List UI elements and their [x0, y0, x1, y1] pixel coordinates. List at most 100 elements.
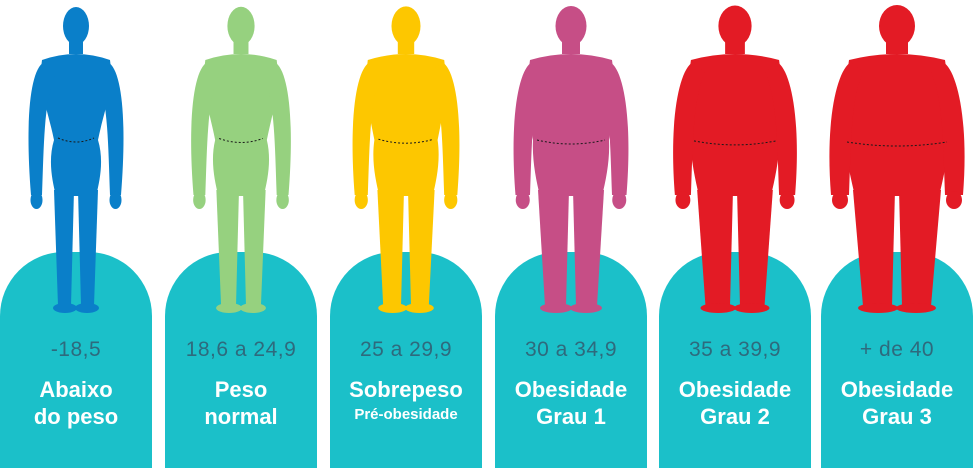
left-arm [191, 62, 220, 195]
waist-line [693, 140, 777, 146]
category-line2: normal [204, 404, 278, 429]
left-arm [352, 62, 382, 195]
pedestal [330, 252, 482, 468]
torso [41, 54, 111, 196]
left-arm [28, 62, 56, 195]
right-hand [109, 191, 122, 209]
category-line2: do peso [33, 404, 119, 429]
body-figure [513, 6, 629, 313]
category-label: Obesidade Grau 3 [821, 376, 973, 430]
pedestal [165, 252, 317, 468]
right-foot [75, 303, 99, 313]
left-foot [378, 303, 407, 313]
right-hand [612, 191, 627, 209]
right-hand [946, 191, 962, 209]
torso [840, 54, 954, 196]
left-hand [354, 191, 368, 209]
category-line1: Obesidade [514, 377, 628, 402]
category-line1: Abaixo [39, 377, 113, 402]
right-foot [570, 303, 602, 313]
waist-line [218, 138, 264, 143]
right-leg [899, 190, 941, 306]
waist-line [57, 137, 95, 143]
left-foot [858, 303, 898, 313]
pedestal [659, 252, 811, 468]
left-hand [832, 191, 848, 209]
bmi-range: 35 a 39,9 [688, 338, 782, 361]
head [555, 6, 587, 46]
right-foot [734, 303, 770, 313]
right-leg [243, 190, 266, 306]
bmi-range: + de 40 [859, 338, 935, 361]
category-label: Sobrepeso Pré-obesidade [330, 376, 482, 427]
right-hand [779, 191, 795, 209]
body-figure [352, 6, 460, 313]
pedestal [0, 252, 152, 468]
right-foot [240, 303, 266, 313]
head [879, 5, 915, 47]
neck [562, 40, 580, 54]
torso [686, 54, 784, 196]
head [718, 5, 752, 47]
bmi-column-obesity-3: + de 40 Obesidade Grau 3 [821, 0, 973, 468]
left-hand [675, 191, 691, 209]
category-line1: Sobrepeso [349, 377, 463, 402]
head [391, 6, 421, 46]
bmi-column-underweight: -18,5 Abaixo do peso [0, 0, 152, 468]
bmi-range: 30 a 34,9 [524, 338, 618, 361]
bmi-column-normal: 18,6 a 24,9 Peso normal [165, 0, 317, 468]
right-arm [96, 62, 124, 195]
right-arm [931, 62, 965, 195]
torso [204, 54, 278, 196]
left-arm [513, 62, 544, 195]
right-arm [262, 62, 291, 195]
bmi-range: 25 a 29,9 [359, 338, 453, 361]
head [63, 7, 89, 45]
right-hand [444, 191, 458, 209]
pedestal [821, 252, 973, 468]
category-line2: Grau 1 [536, 404, 606, 429]
waist-line [846, 141, 948, 147]
neck [69, 40, 83, 54]
right-foot [896, 303, 936, 313]
neck [725, 40, 745, 54]
right-leg [78, 190, 98, 306]
left-foot [700, 303, 736, 313]
head [227, 6, 255, 46]
bmi-column-overweight: 25 a 29,9 Sobrepeso Pré-obesidade [330, 0, 482, 468]
left-arm [829, 62, 863, 195]
category-line2: Grau 2 [700, 404, 770, 429]
neck [233, 40, 249, 54]
left-leg [853, 190, 895, 306]
left-leg [538, 190, 569, 306]
bmi-column-obesity-2: 35 a 39,9 Obesidade Grau 2 [659, 0, 811, 468]
right-arm [598, 62, 629, 195]
right-arm [765, 62, 797, 195]
category-label: Obesidade Grau 1 [495, 376, 647, 430]
left-hand [30, 191, 43, 209]
left-leg [54, 190, 74, 306]
torso [527, 54, 615, 196]
category-line1: Obesidade [840, 377, 954, 402]
body-figure [673, 5, 797, 313]
bmi-column-obesity-1: 30 a 34,9 Obesidade Grau 1 [495, 0, 647, 468]
left-hand [193, 191, 206, 209]
category-line1: Peso [214, 377, 268, 402]
body-figure [191, 6, 291, 313]
bmi-range: -18,5 [50, 338, 102, 361]
neck [397, 40, 415, 54]
left-leg [377, 190, 404, 306]
category-line1: Obesidade [678, 377, 792, 402]
bmi-range: 18,6 a 24,9 [185, 338, 297, 361]
left-leg [697, 190, 733, 306]
waist-line [378, 138, 434, 144]
left-foot [540, 303, 572, 313]
left-leg [216, 190, 239, 306]
right-hand [276, 191, 289, 209]
body-figure [28, 7, 124, 313]
left-hand [515, 191, 530, 209]
right-arm [430, 62, 460, 195]
right-foot [405, 303, 434, 313]
category-line2: Grau 3 [862, 404, 932, 429]
